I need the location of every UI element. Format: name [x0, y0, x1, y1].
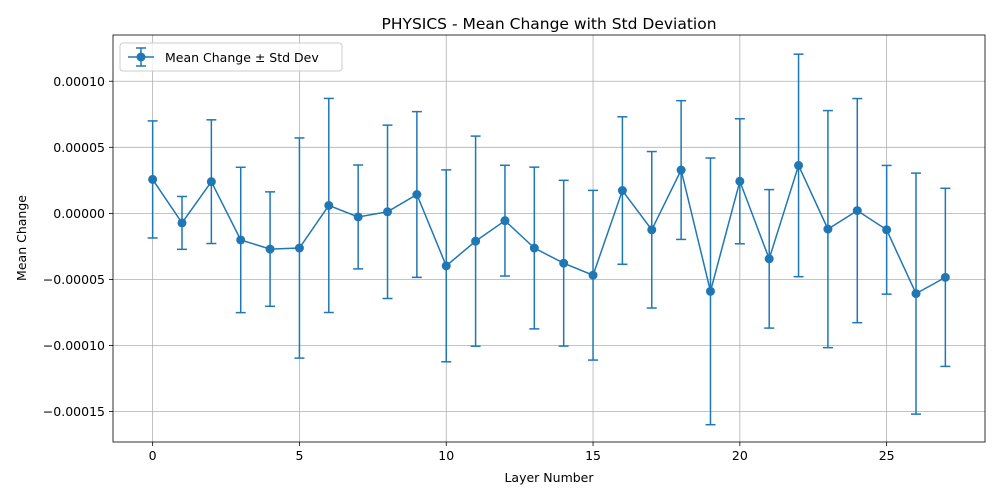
data-point	[823, 224, 833, 234]
data-point	[852, 206, 862, 216]
data-point	[148, 174, 158, 184]
y-axis-ticks: −0.00015 −0.00010 −0.00005 0.00000 0.00005 0.…	[43, 74, 113, 419]
data-point	[588, 270, 598, 280]
data-point	[441, 261, 451, 271]
series-layer	[147, 53, 951, 426]
data-point	[177, 218, 187, 228]
x-tick-label: 15	[585, 448, 601, 463]
data-point	[705, 286, 715, 296]
y-tick-label: 0.00000	[53, 206, 105, 221]
x-axis-label: Layer Number	[504, 470, 594, 485]
data-point	[559, 258, 569, 268]
data-point	[265, 244, 275, 254]
data-point	[206, 177, 216, 187]
legend: Mean Change ± Std Dev	[119, 42, 343, 72]
x-tick-label: 20	[732, 448, 748, 463]
data-point	[471, 236, 481, 246]
x-tick-label: 25	[879, 448, 895, 463]
data-point	[500, 216, 510, 226]
data-point	[236, 235, 246, 245]
data-point	[353, 212, 363, 222]
data-point	[294, 243, 304, 253]
data-point	[676, 165, 686, 175]
data-point	[617, 186, 627, 196]
x-tick-label: 5	[295, 448, 303, 463]
data-point	[882, 225, 892, 235]
y-axis-label: Mean Change	[14, 195, 29, 281]
legend-label: Mean Change ± Std Dev	[165, 50, 319, 65]
plot-frame	[112, 34, 986, 443]
data-point	[647, 225, 657, 235]
legend-marker-icon	[136, 52, 146, 62]
data-point	[383, 207, 393, 217]
y-tick-label: −0.00010	[43, 338, 105, 353]
data-point	[911, 289, 921, 299]
chart-title: PHYSICS - Mean Change with Std Deviation	[381, 15, 716, 33]
data-point	[764, 254, 774, 264]
data-point	[735, 176, 745, 186]
y-tick-label: −0.00005	[43, 272, 105, 287]
series-line	[152, 163, 946, 295]
data-point	[794, 160, 804, 170]
y-tick-label: 0.00005	[53, 140, 105, 155]
x-tick-label: 0	[149, 448, 157, 463]
x-tick-label: 10	[438, 448, 454, 463]
data-point	[940, 272, 950, 282]
data-point	[529, 243, 539, 253]
y-tick-label: 0.00010	[53, 74, 105, 89]
data-point	[412, 189, 422, 199]
legend-box	[119, 42, 343, 72]
data-point	[324, 200, 334, 210]
x-axis-ticks: 0 5 10 15 20 25	[149, 442, 895, 463]
y-tick-label: −0.00015	[43, 404, 105, 419]
